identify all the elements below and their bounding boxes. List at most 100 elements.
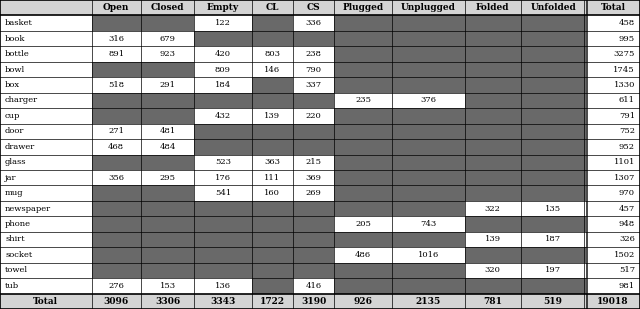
Bar [0, 108, 92, 124]
Bar [465, 0, 520, 15]
Bar [0, 247, 92, 263]
Text: towel: towel [5, 266, 28, 274]
Text: Plugged: Plugged [342, 3, 383, 12]
Bar [293, 77, 334, 93]
Text: 484: 484 [159, 143, 176, 151]
Bar [92, 216, 141, 232]
Text: 276: 276 [108, 282, 124, 290]
Text: 160: 160 [264, 189, 280, 197]
Text: 220: 220 [306, 112, 321, 120]
Bar [334, 185, 392, 201]
Bar [92, 15, 141, 31]
Text: 3190: 3190 [301, 297, 326, 306]
Bar [465, 232, 520, 247]
Bar [293, 62, 334, 77]
Bar [0, 46, 92, 62]
Bar [92, 0, 141, 15]
Bar [465, 62, 520, 77]
Bar [465, 93, 520, 108]
Bar [520, 124, 586, 139]
Text: 139: 139 [264, 112, 280, 120]
Bar [0, 216, 92, 232]
Bar [194, 247, 252, 263]
Bar [194, 139, 252, 154]
Bar [92, 278, 141, 294]
Bar [0, 62, 92, 77]
Bar [334, 139, 392, 154]
Bar [586, 124, 640, 139]
Text: Total: Total [600, 3, 625, 12]
Text: 176: 176 [215, 174, 231, 182]
Bar [293, 0, 334, 15]
Text: 320: 320 [484, 266, 500, 274]
Bar [293, 154, 334, 170]
Bar [0, 170, 92, 185]
Bar [465, 201, 520, 216]
Text: 3275: 3275 [614, 50, 635, 58]
Text: 3096: 3096 [104, 297, 129, 306]
Bar [520, 31, 586, 46]
Bar [194, 263, 252, 278]
Bar [334, 216, 392, 232]
Bar [0, 139, 92, 154]
Bar [92, 232, 141, 247]
Bar [252, 93, 293, 108]
Bar [334, 247, 392, 263]
Text: 541: 541 [215, 189, 231, 197]
Text: 981: 981 [619, 282, 635, 290]
Text: basket: basket [5, 19, 33, 27]
Bar [392, 46, 465, 62]
Bar [465, 77, 520, 93]
Text: 523: 523 [215, 158, 231, 166]
Bar [194, 46, 252, 62]
Bar [586, 294, 640, 309]
Bar [141, 170, 194, 185]
Bar [465, 124, 520, 139]
Bar [252, 247, 293, 263]
Text: 468: 468 [108, 143, 124, 151]
Text: 146: 146 [264, 66, 280, 74]
Text: 337: 337 [305, 81, 322, 89]
Text: 2135: 2135 [415, 297, 441, 306]
Bar [194, 108, 252, 124]
Bar [293, 170, 334, 185]
Text: 486: 486 [355, 251, 371, 259]
Bar [252, 278, 293, 294]
Bar [141, 154, 194, 170]
Bar [293, 31, 334, 46]
Bar [334, 62, 392, 77]
Bar [141, 139, 194, 154]
Text: Open: Open [103, 3, 129, 12]
Text: shirt: shirt [5, 235, 25, 243]
Bar [465, 170, 520, 185]
Text: 135: 135 [545, 205, 561, 213]
Text: 891: 891 [108, 50, 124, 58]
Text: 1016: 1016 [418, 251, 439, 259]
Bar [392, 0, 465, 15]
Bar [293, 278, 334, 294]
Bar [392, 154, 465, 170]
Bar [0, 263, 92, 278]
Bar [520, 77, 586, 93]
Bar [141, 0, 194, 15]
Text: 291: 291 [159, 81, 175, 89]
Bar [92, 139, 141, 154]
Text: socket: socket [5, 251, 33, 259]
Bar [252, 216, 293, 232]
Text: 1722: 1722 [260, 297, 285, 306]
Bar [586, 31, 640, 46]
Bar [293, 247, 334, 263]
Bar [334, 170, 392, 185]
Text: bowl: bowl [5, 66, 26, 74]
Bar [293, 108, 334, 124]
Bar [392, 108, 465, 124]
Text: 781: 781 [483, 297, 502, 306]
Bar [92, 247, 141, 263]
Bar [141, 201, 194, 216]
Text: 215: 215 [306, 158, 322, 166]
Bar [141, 77, 194, 93]
Text: 1307: 1307 [614, 174, 635, 182]
Bar [293, 263, 334, 278]
Bar [194, 278, 252, 294]
Bar [92, 93, 141, 108]
